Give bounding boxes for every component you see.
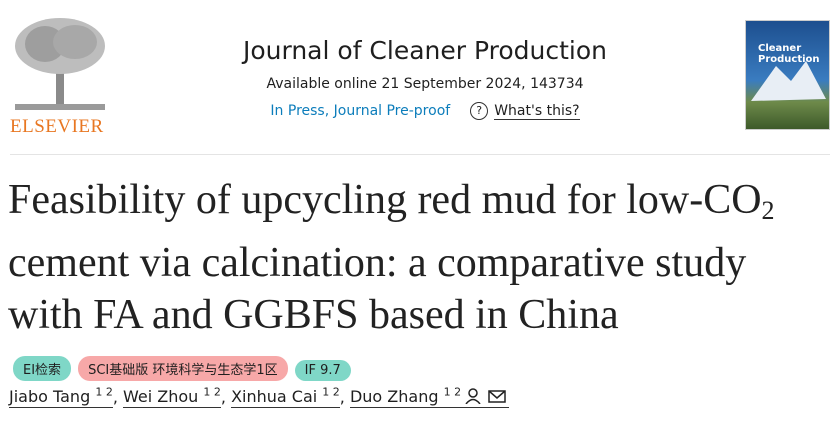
badge[interactable]: IF 9.7 xyxy=(294,360,351,381)
status-link[interactable]: In Press, Journal Pre-proof xyxy=(270,103,451,119)
affiliation: 1 2 xyxy=(443,386,462,399)
title-line: cement via calcination: a comparative st… xyxy=(8,240,747,286)
journal-cover[interactable]: Cleaner Production xyxy=(745,20,830,130)
divider xyxy=(10,154,830,155)
publisher-logo[interactable]: ELSEVIER xyxy=(10,14,110,137)
title-line: with FA and GGBFS based in China xyxy=(8,292,619,338)
title-subscript: 2 xyxy=(761,196,775,225)
journal-title[interactable]: Journal of Cleaner Production xyxy=(242,36,607,65)
author-icons xyxy=(465,388,506,405)
author[interactable]: Jiabo Tang 1 2 xyxy=(9,386,113,409)
author[interactable]: Xinhua Cai 1 2 xyxy=(231,386,340,409)
author-name: Xinhua Cai xyxy=(231,387,318,407)
author-list: Jiabo Tang 1 2, Wei Zhou 1 2, Xinhua Cai… xyxy=(9,386,510,409)
badge[interactable]: SCI基础版 环境科学与生态学1区 xyxy=(78,356,288,381)
title-line: Feasibility of upcycling red mud for low… xyxy=(8,174,838,237)
title-text: Feasibility of upcycling red mud for low… xyxy=(8,177,762,223)
status-row: In Press, Journal Pre-proof? What's this? xyxy=(180,102,670,120)
author-name: Wei Zhou xyxy=(123,387,199,407)
logo-tree xyxy=(15,18,105,110)
author[interactable]: Wei Zhou 1 2 xyxy=(123,386,221,409)
publisher-name: ELSEVIER xyxy=(10,116,104,137)
affiliation: 1 2 xyxy=(322,386,340,399)
available-online: Available online 21 September 2024, 1437… xyxy=(266,76,584,92)
author-name: Jiabo Tang xyxy=(9,387,91,407)
affiliation: 1 2 xyxy=(203,386,221,399)
affiliation: 1 2 xyxy=(95,386,113,399)
cover-title: Cleaner Production xyxy=(758,43,820,65)
help-link[interactable]: What's this? xyxy=(494,103,580,120)
cover-art xyxy=(751,61,826,101)
help-icon: ? xyxy=(470,102,489,120)
badge[interactable]: EI检索 xyxy=(13,356,72,381)
author[interactable]: Duo Zhang 1 2 xyxy=(349,386,510,409)
article-title: Feasibility of upcycling red mud for low… xyxy=(8,174,838,341)
badges: EI检索 SCI基础版 环境科学与生态学1区 IF 9.7 xyxy=(13,356,358,381)
author-name: Duo Zhang xyxy=(349,387,439,407)
